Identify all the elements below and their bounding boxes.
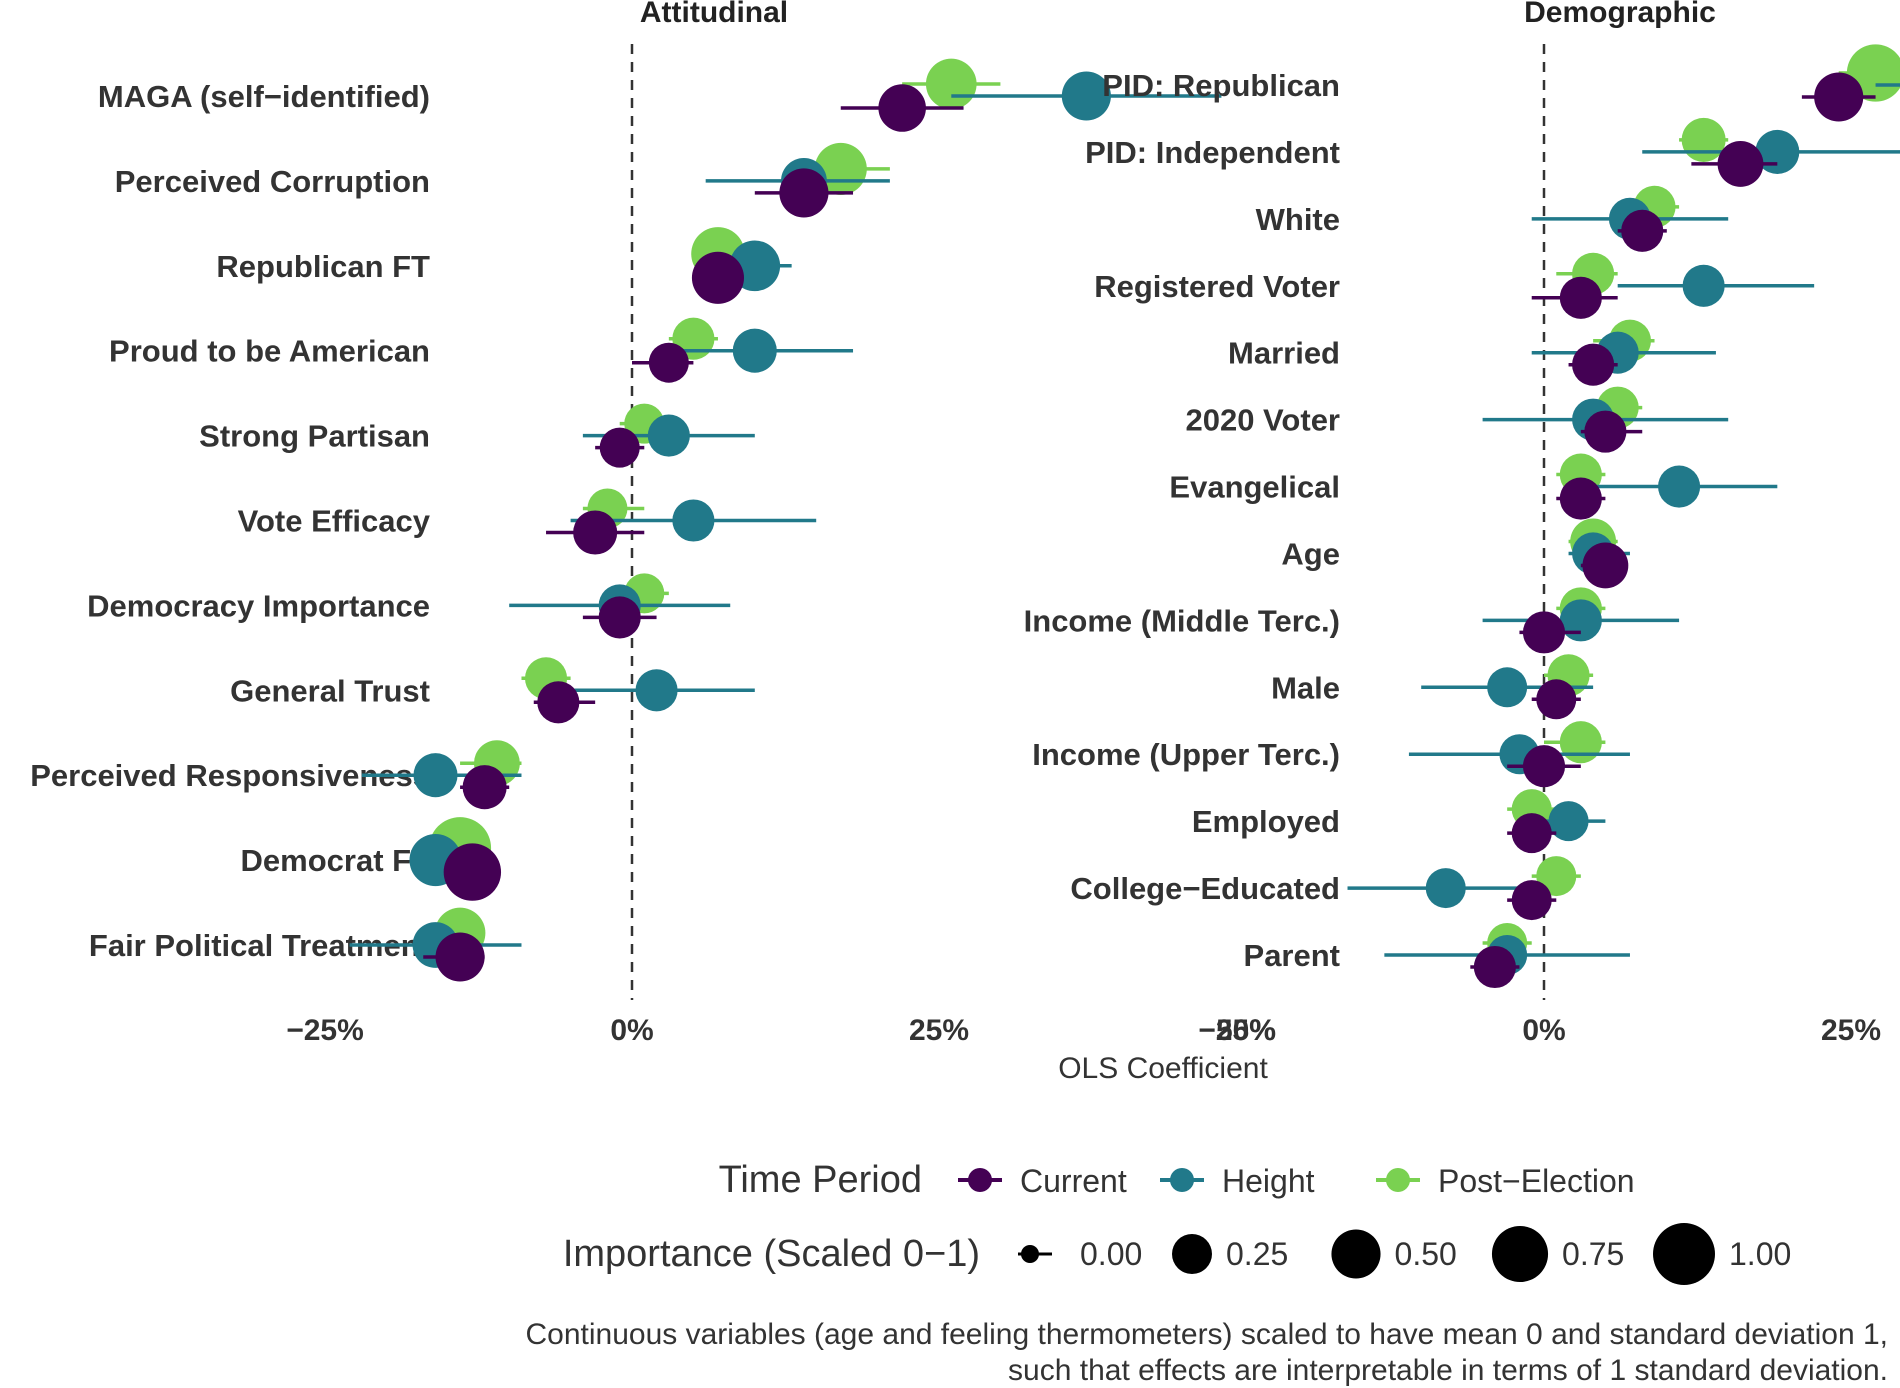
legend-size-label: 0.50 xyxy=(1395,1236,1457,1272)
point-current xyxy=(779,168,829,218)
legend-size-title: Importance (Scaled 0−1) xyxy=(563,1233,980,1275)
demographic-panel: Demographic −25% 0% 25% 50% PID: Republican P… xyxy=(1024,0,1900,1047)
point-height xyxy=(1658,465,1701,508)
legend-size-point xyxy=(1331,1229,1381,1279)
x-tick-label: −25% xyxy=(286,1014,364,1047)
point-current xyxy=(435,932,485,982)
category-label-married: Married xyxy=(1228,336,1340,371)
panel-title-attitudinal: Attitudinal xyxy=(640,0,788,29)
point-current xyxy=(599,427,640,468)
legend-size-point xyxy=(1172,1234,1212,1274)
point-height xyxy=(1425,868,1466,909)
point-current xyxy=(443,843,502,901)
category-label-proud-to-be-american: Proud to be American xyxy=(109,334,430,369)
category-label-income-upper-terc: Income (Upper Terc.) xyxy=(1032,737,1340,772)
legend-size-label: 1.00 xyxy=(1729,1236,1791,1272)
point-current xyxy=(1473,945,1516,989)
legend-size-point xyxy=(1021,1245,1039,1263)
category-label-college-educated: College−Educated xyxy=(1070,871,1340,906)
category-label-parent: Parent xyxy=(1244,938,1340,973)
point-current xyxy=(1584,410,1627,453)
point-current xyxy=(1511,813,1552,854)
point-height xyxy=(1548,801,1589,842)
point-current xyxy=(1522,611,1566,654)
x-tick-label: 50% xyxy=(1216,1014,1276,1047)
point-current xyxy=(1511,880,1552,921)
category-label-2020-voter: 2020 Voter xyxy=(1185,403,1340,438)
point-current xyxy=(1621,209,1664,252)
point-height xyxy=(413,753,458,798)
point-current xyxy=(1582,542,1629,589)
legend-key-point-post-election xyxy=(1386,1168,1410,1192)
category-label-democracy-importance: Democracy Importance xyxy=(87,588,430,623)
category-label-employed: Employed xyxy=(1192,804,1340,839)
point-current xyxy=(691,251,745,304)
category-label-registered-voter: Registered Voter xyxy=(1094,269,1340,304)
point-height xyxy=(1559,599,1602,642)
category-label-strong-partisan: Strong Partisan xyxy=(199,419,430,454)
caption: Continuous variables (age and feeling th… xyxy=(526,1318,1889,1387)
point-current xyxy=(1572,343,1615,386)
point-height xyxy=(1487,667,1528,708)
point-post-election xyxy=(1536,856,1577,897)
category-label-age: Age xyxy=(1281,536,1340,571)
point-height xyxy=(1061,71,1111,121)
x-tick-label: 25% xyxy=(909,1014,969,1047)
category-label-pid-republican: PID: Republican xyxy=(1102,68,1340,103)
caption-line-2: such that effects are interpretable in t… xyxy=(1008,1354,1888,1387)
legend-size-point xyxy=(1653,1223,1715,1285)
legend: Time Period Importance (Scaled 0−1) Curr… xyxy=(563,1159,1791,1285)
point-current xyxy=(537,681,580,724)
point-post-election xyxy=(925,58,977,110)
point-current xyxy=(878,84,926,132)
legend-time-title: Time Period xyxy=(719,1159,922,1201)
category-label-white: White xyxy=(1256,202,1340,237)
point-current xyxy=(573,510,618,555)
legend-label-post-election: Post−Election xyxy=(1438,1163,1635,1199)
category-label-perceived-corruption: Perceived Corruption xyxy=(115,164,430,199)
point-current xyxy=(1522,745,1566,788)
point-current xyxy=(598,596,641,639)
point-current xyxy=(1536,679,1577,720)
category-label-republican-ft: Republican FT xyxy=(216,249,430,284)
category-label-evangelical: Evangelical xyxy=(1169,470,1340,505)
point-current xyxy=(1559,477,1602,520)
x-tick-label: 0% xyxy=(610,1014,653,1047)
point-height xyxy=(732,328,777,373)
caption-line-1: Continuous variables (age and feeling th… xyxy=(526,1318,1889,1351)
legend-size-point xyxy=(1491,1225,1549,1283)
category-label-maga-self-identified: MAGA (self−identified) xyxy=(98,79,430,114)
legend-key-point-current xyxy=(968,1168,992,1192)
x-tick-label: −25% xyxy=(1198,1014,1276,1047)
x-tick-label: 0% xyxy=(1522,1014,1565,1047)
category-label-income-middle-terc: Income (Middle Terc.) xyxy=(1024,603,1340,638)
point-height xyxy=(647,414,690,457)
x-axis-title: OLS Coefficient xyxy=(1058,1052,1268,1085)
attitudinal-panel: Attitudinal −25% 0% 25% 50% MAGA (self−ident… xyxy=(30,0,1276,1047)
category-label-male: Male xyxy=(1271,670,1340,705)
point-height xyxy=(1682,264,1725,307)
point-height xyxy=(672,499,715,542)
legend-label-current: Current xyxy=(1020,1163,1127,1199)
point-current xyxy=(1814,72,1864,122)
category-label-general-trust: General Trust xyxy=(230,673,430,708)
point-current xyxy=(648,342,689,383)
category-label-democrat-ft: Democrat FT xyxy=(241,843,431,878)
point-post-election xyxy=(1681,117,1726,162)
panel-title-demographic: Demographic xyxy=(1524,0,1716,29)
point-current xyxy=(462,765,507,810)
category-label-pid-independent: PID: Independent xyxy=(1085,135,1340,170)
legend-size-label: 0.75 xyxy=(1562,1236,1624,1272)
x-tick-label: 25% xyxy=(1821,1014,1881,1047)
point-height xyxy=(635,669,678,712)
legend-size-label: 0.00 xyxy=(1080,1236,1142,1272)
legend-key-point-height xyxy=(1170,1168,1194,1192)
point-current xyxy=(1717,141,1764,187)
legend-size-label: 0.25 xyxy=(1226,1236,1288,1272)
point-post-election xyxy=(1559,721,1602,764)
point-current xyxy=(1559,276,1602,319)
legend-label-height: Height xyxy=(1222,1163,1315,1199)
category-label-vote-efficacy: Vote Efficacy xyxy=(238,504,431,539)
